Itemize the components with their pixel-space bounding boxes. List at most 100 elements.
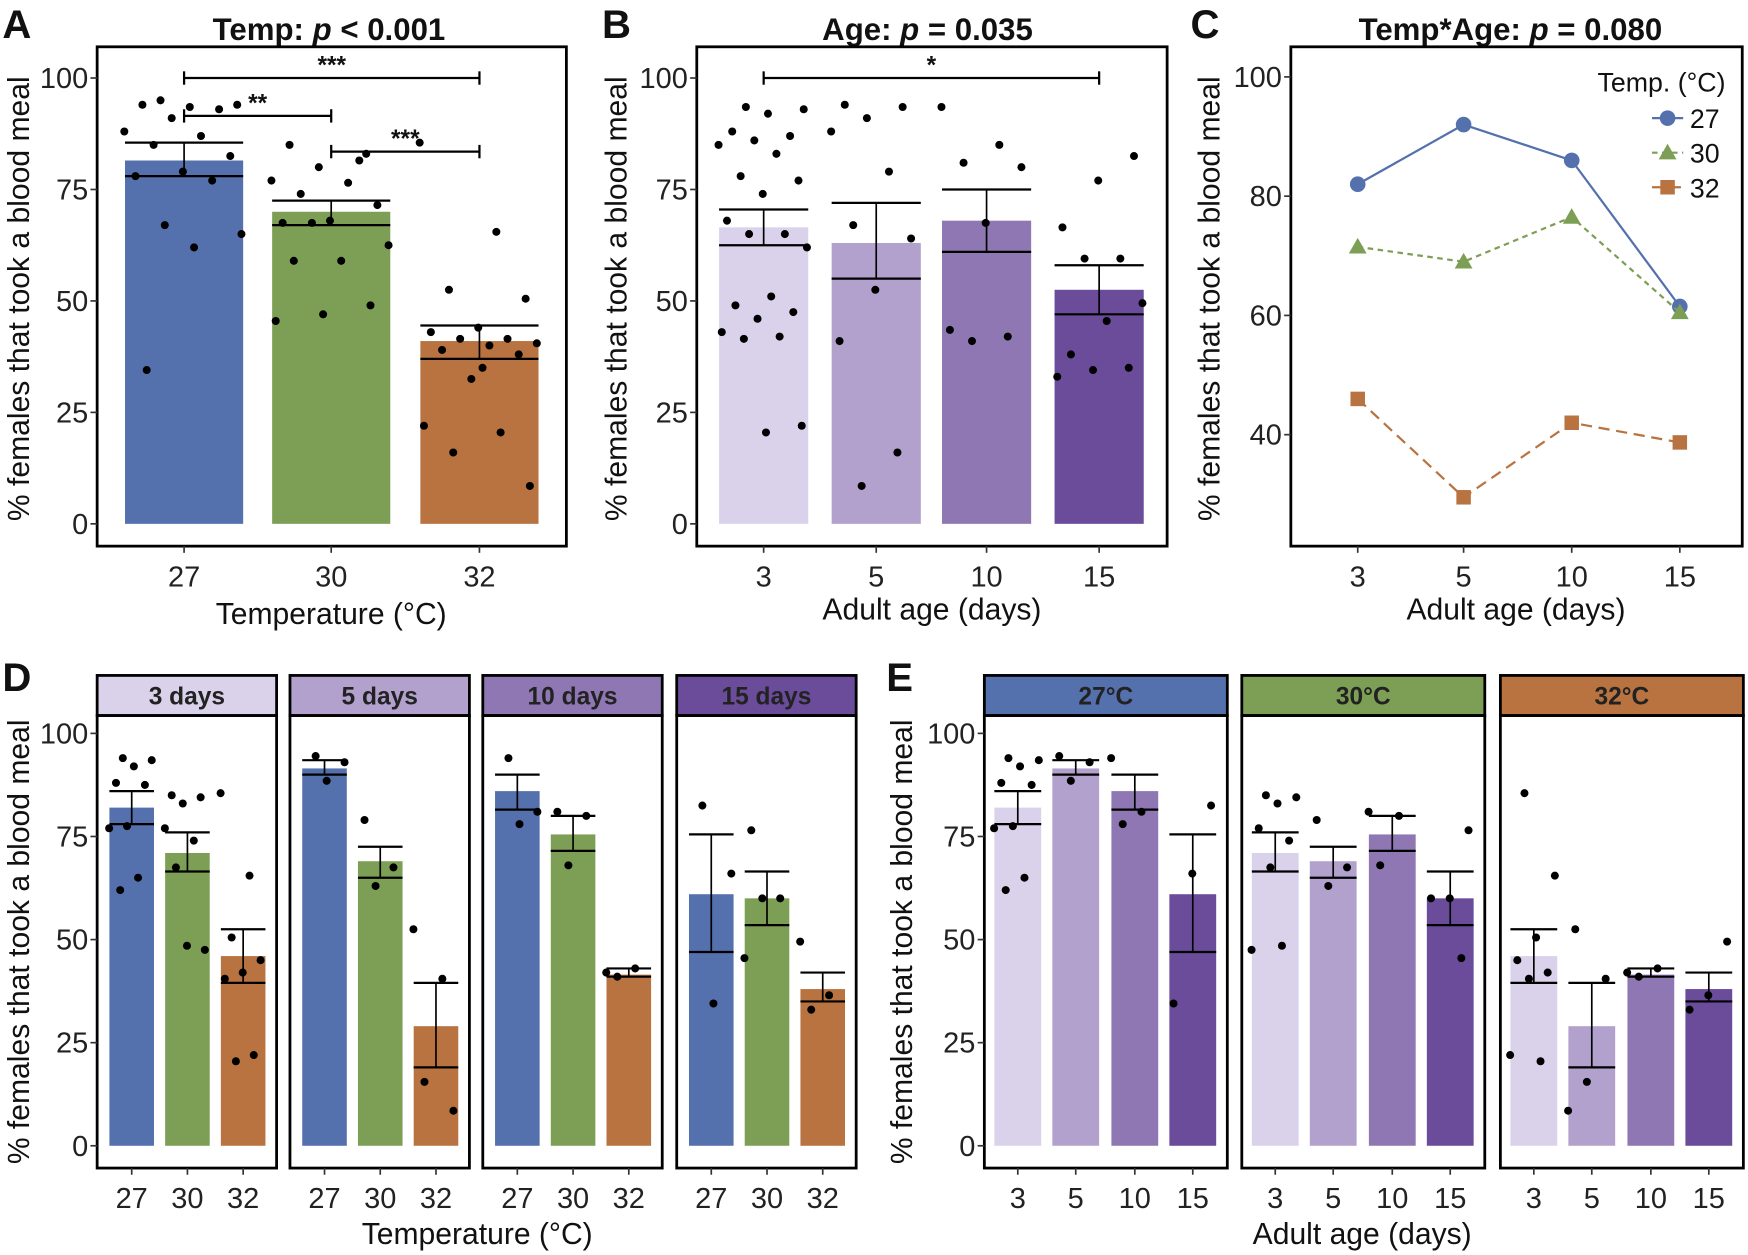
panel-e-point [997,778,1006,787]
panel-e-point [1034,756,1043,765]
facet-strip [1240,674,1487,717]
x-axis-title: Temperature (°C) [216,598,447,631]
panel-a-point [208,176,217,185]
panel-a-point [438,345,447,354]
panel-e-point [1118,820,1127,829]
panel-e-point [990,824,999,833]
panel-b-point [797,421,806,430]
y-axis-title: % females that took a blood meal [1194,76,1227,521]
panel-d-bar [220,956,266,1146]
panel-e-point [1564,1106,1573,1115]
data-point-30 [1670,303,1689,320]
panel-b-point [857,481,866,490]
panel-a-point [120,127,129,136]
panel-label: A [2,2,31,47]
data-point-30 [1454,252,1473,269]
panel-e-point [1601,974,1610,983]
panel-e-point [1020,873,1029,882]
panel-d-point [449,1106,458,1115]
panel-label: C [1191,2,1220,47]
panel-d-bar [744,898,790,1146]
significance-label: * [927,53,937,80]
panel-a-point [142,366,151,375]
y-tick-label: 25 [656,397,688,429]
series-line-30 [1357,215,1681,314]
data-point-30 [1562,208,1581,224]
panel-title: Age: p = 0.035 [822,12,1033,47]
panel-b-point [862,114,871,123]
panel-d-point [216,789,225,798]
panel-e-bar [1510,956,1558,1146]
x-tick-label: 10 [1119,1183,1151,1215]
facet-strip-label: 10 days [528,683,618,710]
panel-e-bar [994,807,1042,1146]
panel-b-bar [1054,289,1144,524]
panel-d-point [371,881,380,890]
facet-strip-label: 27°C [1078,683,1133,710]
facet-strip-label: 30°C [1336,683,1391,710]
facet-strip-label: 3 days [149,683,225,710]
panel-d-point [178,799,187,808]
title-suffix: = 0.035 [919,12,1033,47]
panel-d-point [147,756,156,765]
panel-e-point [1169,999,1178,1008]
x-tick-label: 3 [756,561,772,593]
x-tick-label: 5 [1456,561,1472,593]
panel-e-point [1254,824,1263,833]
x-tick-label: 3 [1010,1183,1026,1215]
panel-b-point [728,127,737,136]
panel-a-point [285,140,294,149]
panel-a-point [337,256,346,265]
data-point-32 [1672,435,1688,450]
data-point-32 [1456,490,1471,505]
x-tick-label: 30 [364,1183,396,1215]
panel-a-point [160,221,169,230]
panel-d-point [727,869,736,878]
panel-e-point [1292,793,1301,802]
panel-a-point [496,428,505,437]
panel-e-point [1550,871,1559,880]
panel-d-point [220,974,229,983]
y-tick-label: 100 [1234,62,1282,94]
panel-e-bar [1426,898,1474,1146]
panel-d-point [409,925,418,934]
panel-frame [982,714,1229,1170]
panel-e-bar [1309,861,1357,1146]
panel-frame [695,45,1169,548]
y-tick-label: 100 [40,718,88,750]
panel-b-point [1066,350,1075,359]
panel-e-point [1312,815,1321,824]
title-suffix: = 0.080 [1549,12,1663,47]
x-tick-label: 3 [1526,1183,1542,1215]
y-tick-label: 0 [72,1131,88,1163]
panel-a-point [467,374,476,383]
data-point-27 [1349,176,1366,193]
panel-e-point [1004,754,1013,763]
x-tick-label: 5 [1584,1183,1600,1215]
y-tick-label: 25 [943,1028,975,1060]
panel-e-bar [1111,791,1159,1146]
panel-d-point [140,780,149,789]
x-tick-label: 30 [315,561,347,593]
panel-d-point [776,894,785,903]
panel-d-point [167,791,176,800]
panel-a-point [532,339,541,348]
panel-e-bar [1627,974,1675,1146]
panel-e-point [1376,861,1385,870]
panel-e-point [1536,1057,1545,1066]
y-tick-label: 0 [72,509,88,541]
panel-b-point [967,337,977,346]
title-prefix: Age: [822,12,900,47]
panel-d-point [420,1077,429,1086]
y-tick-label: 50 [56,925,88,957]
x-tick-label: 32 [463,561,495,593]
x-tick-label: 27 [168,561,200,593]
panel-d-point [111,778,120,787]
panel-a-point [289,256,298,265]
title-prefix: Temp: [213,12,313,47]
panel-e-bar [1251,852,1299,1146]
x-axis-title: Adult age (days) [1406,594,1625,627]
x-tick-label: 15 [1434,1183,1466,1215]
panel-a-point [185,102,194,112]
panel-a-point [355,156,364,165]
